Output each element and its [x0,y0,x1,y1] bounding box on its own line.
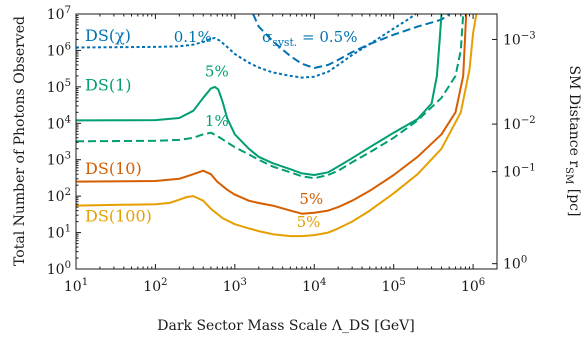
annotation-1: DS(χ) [85,26,131,45]
series-line-5 [75,13,468,215]
y2-tick-label-2: 10−1 [503,163,536,181]
x-tick-label-3: 103 [223,277,247,295]
x-tick-label-6: 106 [461,277,485,295]
annotation-7: DS(10) [85,159,142,178]
y-axis-label: Total Number of Photons Observed [12,16,28,266]
y2-tick-label-1: 100 [503,255,527,273]
y-tick-label-5: 104 [47,114,71,132]
y-tick-label-4: 103 [47,151,71,169]
x-tick-label-2: 102 [143,277,167,295]
label-layer: DS(χ) 0.1% σsyst. = 0.5% 5% DS(1) 1% DS(10) 5% D… [85,26,357,231]
y-tick-label-8: 107 [47,5,71,23]
annotation-8: 5% [299,190,323,208]
series-line-3 [75,13,443,176]
series-line-2 [252,13,450,69]
y-tick-label-7: 106 [47,41,71,59]
annotation-6: 1% [205,112,229,130]
x-tick-label-1: 101 [64,277,88,295]
y2-tick-label-3: 10−2 [503,115,536,133]
plot-frame [75,13,498,270]
x-axis-label: Dark Sector Mass Scale Λ_DS [GeV] [157,318,414,334]
x-tick-label-4: 104 [302,277,326,295]
series-line-6 [75,13,478,238]
y-tick-label-3: 102 [47,187,71,205]
annotation-4: 5% [205,63,229,81]
series-line-1 [75,13,417,79]
y2-tick-label-4: 10−3 [503,30,536,48]
series-line-4 [75,13,465,180]
x-tick-label-5: 105 [382,277,406,295]
y-tick-label-1: 100 [47,260,71,278]
annotation-3: σsyst. = 0.5% [262,28,357,49]
series-layer [75,13,478,238]
y2-axis-label: SM Distance rSM [pc] [563,66,582,217]
annotation-10: 5% [297,213,321,231]
annotation-5: DS(1) [85,75,131,94]
annotation-9: DS(100) [85,207,152,226]
y-tick-label-2: 101 [47,224,71,242]
y-tick-label-6: 105 [47,78,71,96]
annotation-2: 0.1% [174,28,212,46]
